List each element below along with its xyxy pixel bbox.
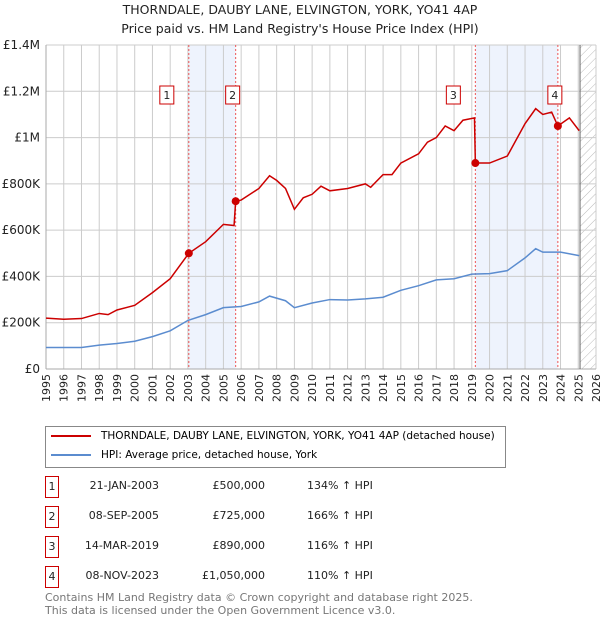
y-tick-label: £0 [25,362,40,376]
sale-price: £1,050,000 [202,569,265,582]
x-tick-label: 2002 [164,374,177,402]
y-tick-label: £200K [2,316,42,330]
y-tick-label: £1M [14,131,40,145]
x-tick-label: 2001 [146,374,159,402]
plot-area: 1995 1996 1997 1998 1999 2000 2001 2002 2003 2004… [2,38,600,402]
sale-point [231,197,240,206]
legend-label-property: THORNDALE, DAUBY LANE, ELVINGTON, YORK, … [101,430,495,442]
x-tick-label: 2015 [395,374,408,402]
y-tick-label: £800K [2,177,42,191]
sale-label-box [225,85,241,105]
future-hatch [580,45,596,369]
x-tick-label: 2009 [288,374,301,402]
sale-label: 1 [163,89,170,102]
sale-price: £725,000 [212,509,266,522]
sale-row: 3 14-MAR-2019 £890,000 116% ↑ HPI [45,536,505,558]
x-tick-label: 2019 [466,374,479,402]
x-tick-label: 2010 [306,374,319,402]
sale-point [184,249,193,258]
x-tick-label: 2026 [590,374,600,402]
sale-label-box [159,85,175,105]
footer-line2: This data is licensed under the Open Gov… [45,603,396,617]
x-tick-label: 2003 [182,374,195,402]
legend-swatch-property [51,435,91,437]
sale-hpi: 116% ↑ HPI [307,539,373,552]
legend-label-hpi: HPI: Average price, detached house, York [101,449,318,461]
footer-line1: Contains HM Land Registry data © Crown c… [45,591,473,604]
x-tick-label: 2018 [448,374,461,402]
x-tick-label: 1999 [111,374,124,402]
sale-number: 1 [45,476,59,498]
sale-date: 08-SEP-2005 [88,509,159,522]
x-tick-label: 2016 [413,374,426,402]
x-tick-label: 2008 [271,374,284,402]
sale-number: 4 [45,566,59,588]
sale-hpi: 134% ↑ HPI [307,479,373,492]
x-tick-label: 2021 [501,374,514,402]
x-tick-label: 2024 [555,374,568,402]
footer: Contains HM Land Registry data © Crown c… [45,591,473,617]
x-tick-label: 2013 [359,374,372,402]
sale-hpi: 110% ↑ HPI [307,569,373,582]
chart-title: THORNDALE, DAUBY LANE, ELVINGTON, YORK, … [122,2,478,17]
sale-date: 14-MAR-2019 [84,539,159,552]
hpi-line [46,247,580,349]
x-tick-label: 2007 [253,374,266,402]
x-tick-label: 2017 [430,374,443,402]
chart-subtitle: Price paid vs. HM Land Registry's House … [121,21,479,36]
sale-label-box [445,85,461,105]
sale-label-box [547,85,563,105]
x-tick-label: 2006 [235,374,248,402]
x-tick-label: 2011 [324,374,337,402]
x-tick-label: 1998 [93,374,106,402]
sale-price: £500,000 [212,479,266,492]
x-tick-label: 2000 [129,374,142,402]
sale-point [471,159,480,168]
sale-date: 08-NOV-2023 [85,569,159,582]
x-tick-label: 1996 [58,374,71,402]
price-line [45,107,580,320]
x-tick-label: 1995 [40,374,53,402]
x-tick-label: 2025 [572,374,585,402]
sale-label: 2 [229,89,236,102]
sale-row: 1 21-JAN-2003 £500,000 134% ↑ HPI [45,476,505,498]
y-tick-label: £600K [2,223,42,237]
x-tick-label: 2023 [537,374,550,402]
sale-label: 3 [450,89,457,102]
shaded-period [475,45,558,369]
sale-row: 4 08-NOV-2023 £1,050,000 110% ↑ HPI [45,566,505,588]
legend-swatch-hpi [51,454,91,456]
x-tick-label: 2020 [484,374,497,402]
sale-row: 2 08-SEP-2005 £725,000 166% ↑ HPI [45,506,505,528]
sale-hpi: 166% ↑ HPI [307,509,373,522]
x-tick-label: 1997 [75,374,88,402]
sale-label: 4 [551,89,558,102]
x-tick-label: 2005 [217,374,230,402]
sale-date: 21-JAN-2003 [89,479,159,492]
sale-number: 3 [45,536,59,558]
y-tick-label: £1.4M [3,38,40,52]
x-tick-label: 2014 [377,374,390,402]
sale-point [553,122,562,130]
legend: THORNDALE, DAUBY LANE, ELVINGTON, YORK, … [45,426,506,468]
sale-price: £890,000 [212,539,266,552]
y-tick-label: £1.2M [3,84,40,98]
sale-number: 2 [45,506,59,528]
x-tick-label: 2004 [200,374,213,402]
x-tick-label: 2022 [519,374,532,402]
x-tick-label: 2012 [342,374,355,402]
y-tick-label: £400K [2,269,42,283]
